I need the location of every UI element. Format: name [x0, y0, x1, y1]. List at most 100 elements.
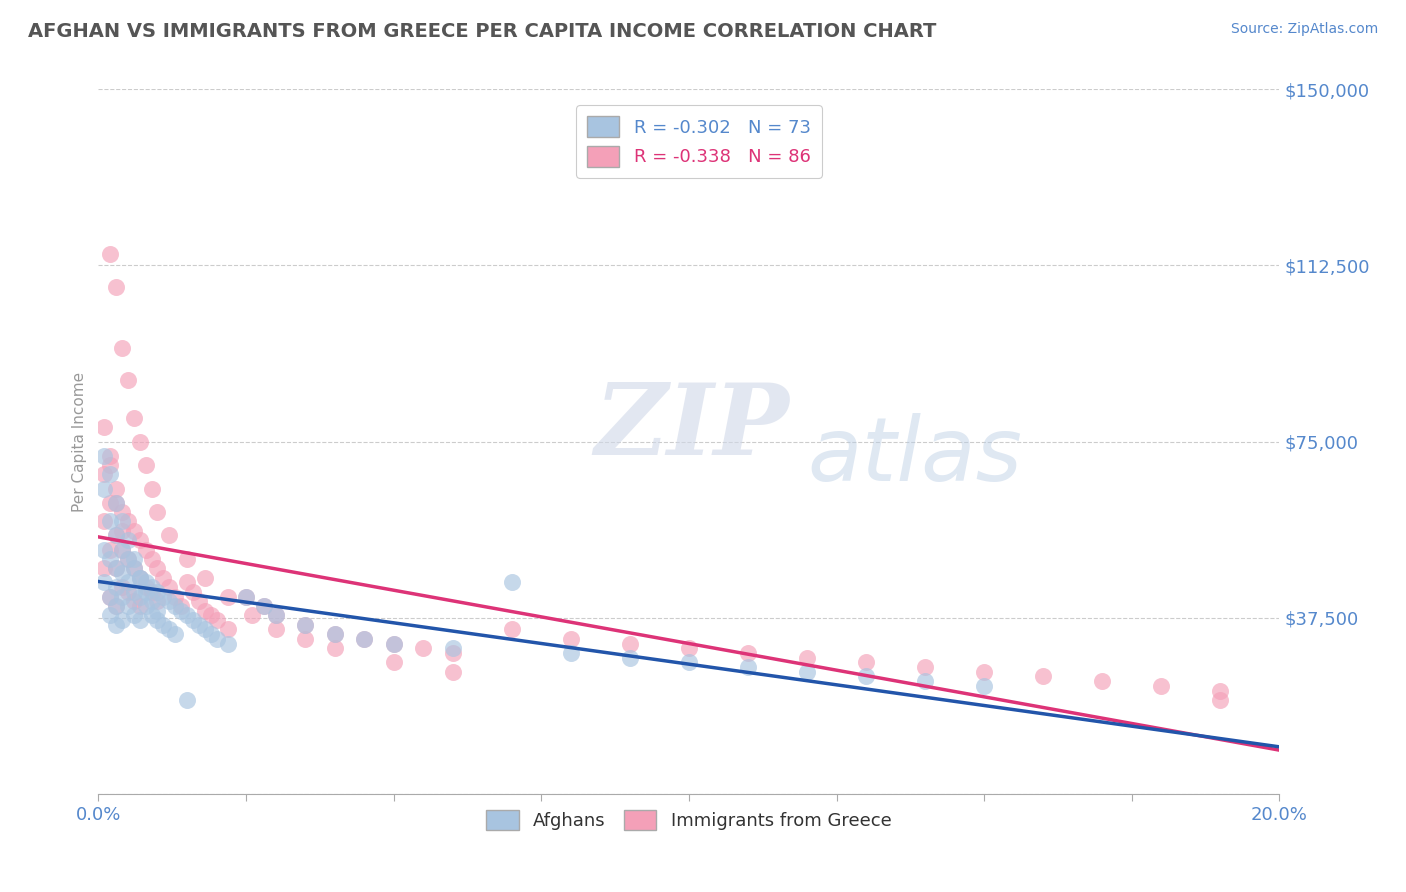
- Point: [111, 580, 134, 594]
- Point: [165, 627, 187, 641]
- Point: [98, 552, 121, 566]
- Point: [128, 571, 150, 585]
- Y-axis label: Per Capita Income: Per Capita Income: [72, 371, 87, 512]
- Point: [170, 604, 193, 618]
- Point: [98, 467, 121, 482]
- Point: [157, 528, 180, 542]
- Point: [205, 632, 228, 646]
- Point: [382, 656, 405, 670]
- Point: [98, 458, 121, 472]
- Point: [146, 585, 169, 599]
- Point: [122, 585, 145, 599]
- Point: [93, 561, 115, 575]
- Point: [737, 646, 759, 660]
- Point: [98, 590, 121, 604]
- Point: [855, 656, 877, 670]
- Point: [111, 341, 134, 355]
- Point: [141, 608, 163, 623]
- Point: [117, 599, 139, 613]
- Point: [141, 594, 163, 608]
- Point: [253, 599, 276, 613]
- Point: [382, 636, 405, 650]
- Point: [146, 613, 169, 627]
- Point: [128, 599, 150, 613]
- Point: [141, 585, 163, 599]
- Point: [264, 623, 287, 637]
- Point: [93, 542, 115, 557]
- Point: [111, 542, 134, 557]
- Point: [323, 641, 346, 656]
- Point: [914, 674, 936, 689]
- Point: [441, 641, 464, 656]
- Point: [93, 482, 115, 496]
- Point: [111, 613, 134, 627]
- Point: [235, 590, 257, 604]
- Point: [135, 585, 157, 599]
- Point: [111, 566, 134, 580]
- Point: [678, 656, 700, 670]
- Point: [441, 665, 464, 679]
- Point: [111, 515, 134, 529]
- Point: [1209, 693, 1232, 707]
- Point: [122, 594, 145, 608]
- Point: [200, 627, 222, 641]
- Point: [294, 632, 316, 646]
- Point: [382, 636, 405, 650]
- Point: [135, 575, 157, 590]
- Point: [157, 580, 180, 594]
- Point: [170, 599, 193, 613]
- Point: [122, 561, 145, 575]
- Point: [253, 599, 276, 613]
- Point: [157, 594, 180, 608]
- Point: [98, 542, 121, 557]
- Point: [135, 580, 157, 594]
- Point: [141, 552, 163, 566]
- Point: [105, 617, 128, 632]
- Point: [855, 669, 877, 683]
- Point: [240, 608, 263, 623]
- Point: [1150, 679, 1173, 693]
- Point: [157, 623, 180, 637]
- Point: [93, 449, 115, 463]
- Point: [93, 515, 115, 529]
- Point: [122, 561, 145, 575]
- Point: [560, 632, 582, 646]
- Point: [187, 594, 209, 608]
- Point: [128, 590, 150, 604]
- Point: [128, 434, 150, 449]
- Point: [194, 623, 217, 637]
- Point: [152, 571, 174, 585]
- Point: [194, 571, 217, 585]
- Point: [181, 585, 204, 599]
- Point: [105, 528, 128, 542]
- Point: [105, 528, 128, 542]
- Point: [128, 571, 150, 585]
- Point: [441, 646, 464, 660]
- Point: [737, 660, 759, 674]
- Point: [111, 542, 134, 557]
- Point: [678, 641, 700, 656]
- Point: [294, 617, 316, 632]
- Point: [146, 594, 169, 608]
- Point: [501, 623, 523, 637]
- Point: [117, 552, 139, 566]
- Point: [105, 482, 128, 496]
- Point: [122, 608, 145, 623]
- Point: [117, 515, 139, 529]
- Point: [176, 693, 198, 707]
- Point: [176, 552, 198, 566]
- Point: [1091, 674, 1114, 689]
- Point: [98, 449, 121, 463]
- Point: [105, 561, 128, 575]
- Point: [117, 575, 139, 590]
- Point: [111, 524, 134, 538]
- Point: [111, 505, 134, 519]
- Point: [105, 495, 128, 509]
- Point: [501, 575, 523, 590]
- Point: [152, 590, 174, 604]
- Point: [165, 599, 187, 613]
- Point: [105, 561, 128, 575]
- Point: [412, 641, 434, 656]
- Point: [122, 552, 145, 566]
- Point: [264, 608, 287, 623]
